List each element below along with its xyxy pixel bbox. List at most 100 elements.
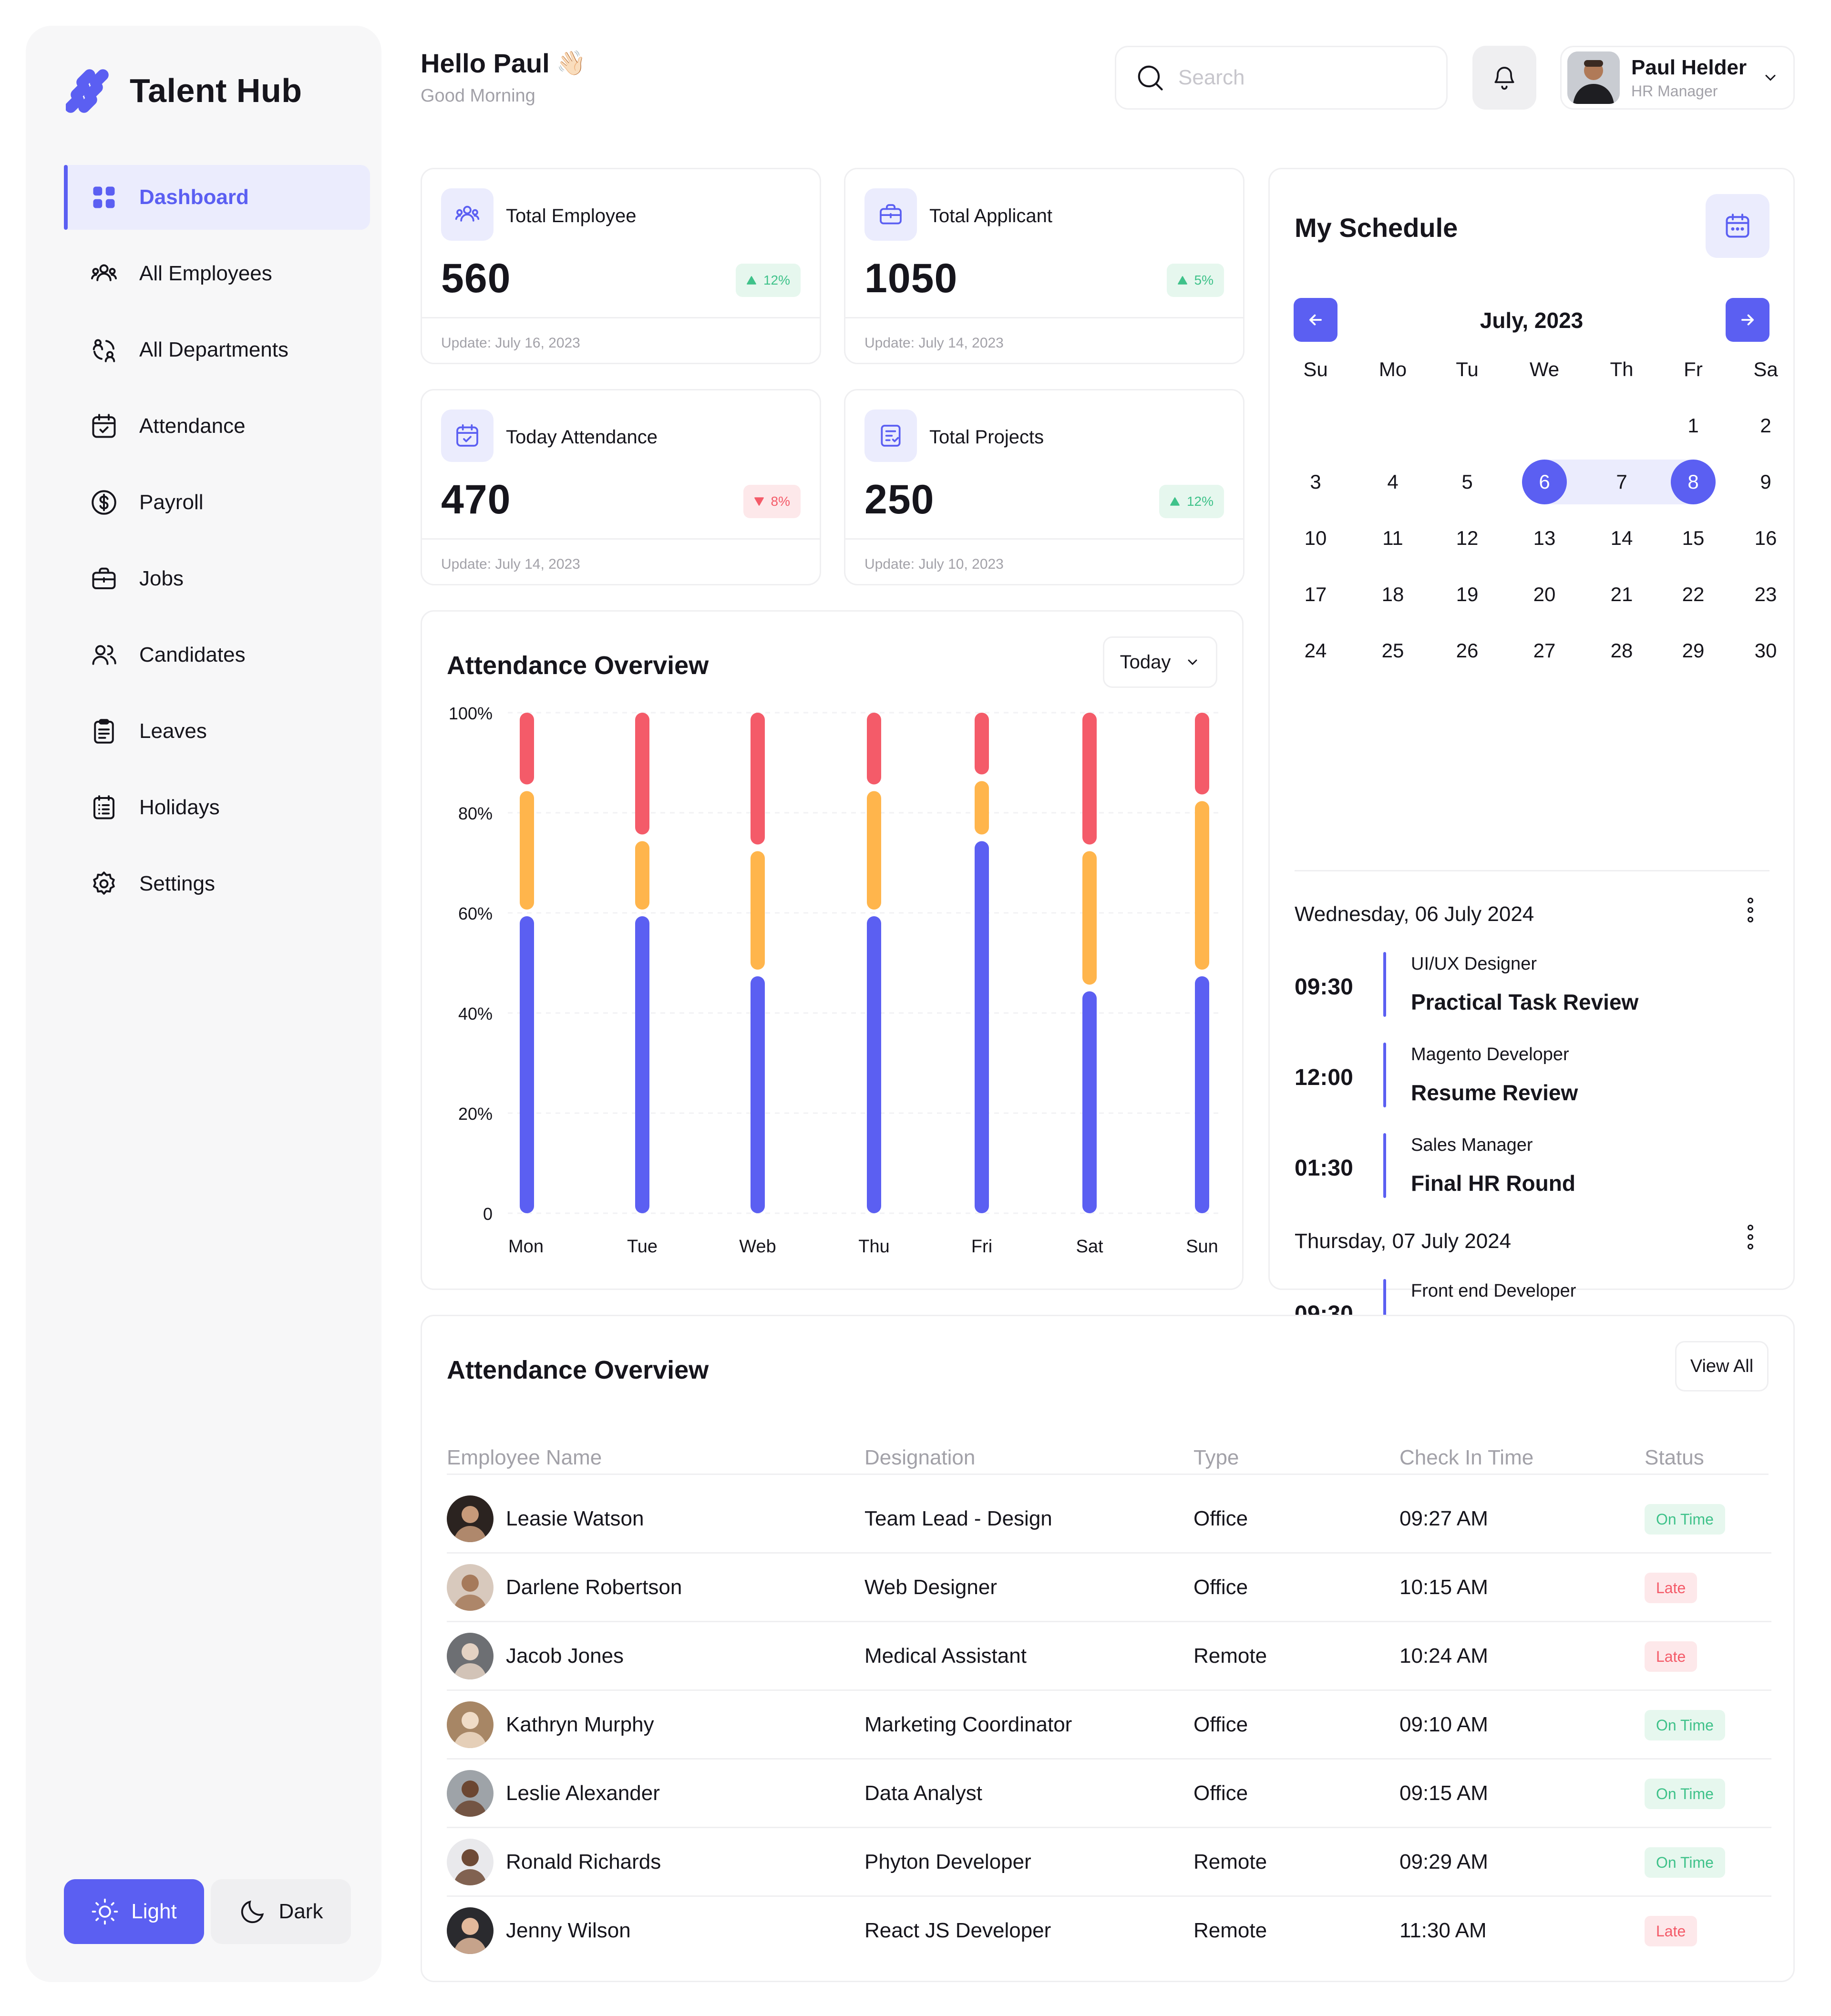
sidebar-item-jobs[interactable]: Jobs [64, 546, 370, 611]
calendar-day[interactable]: 28 [1610, 639, 1633, 662]
bar-thu-segment-2[interactable] [867, 713, 881, 785]
bar-tue-segment-0[interactable] [635, 916, 649, 1213]
table-row[interactable]: Jenny Wilson React JS Developer Remote 11:3… [447, 1897, 1771, 1965]
bar-web-segment-1[interactable] [751, 851, 765, 970]
table-row[interactable]: Ronald Richards Phyton Developer Remote 09:… [447, 1828, 1771, 1897]
calendar-day[interactable]: 24 [1304, 639, 1327, 662]
calendar-day[interactable]: 21 [1610, 583, 1633, 605]
sidebar-item-candidates[interactable]: Candidates [64, 623, 370, 687]
more-options-icon[interactable] [1746, 898, 1755, 922]
bar-fri-segment-0[interactable] [975, 841, 989, 1214]
sidebar-item-attendance[interactable]: Attendance [64, 394, 370, 459]
bar-sat-segment-0[interactable] [1082, 991, 1097, 1214]
dark-theme-button[interactable]: Dark [211, 1879, 351, 1944]
sidebar-item-payroll[interactable]: Payroll [64, 470, 370, 535]
bar-thu-segment-0[interactable] [867, 916, 881, 1213]
calendar-day[interactable]: 4 [1387, 471, 1399, 493]
bar-fri-segment-2[interactable] [975, 713, 989, 775]
view-all-button[interactable]: View All [1675, 1341, 1769, 1392]
brand[interactable]: Talent Hub [66, 66, 302, 115]
table-row[interactable]: Leslie Alexander Data Analyst Office 09:15 … [447, 1760, 1771, 1828]
chart-period-select[interactable]: Today [1103, 636, 1217, 688]
stat-card-total-employee[interactable]: Total Employee 560 12% Update: July 16, 202… [421, 168, 821, 364]
calendar-day[interactable]: 25 [1381, 639, 1404, 662]
calendar-day[interactable]: 17 [1304, 583, 1327, 605]
table-row[interactable]: Kathryn Murphy Marketing Coordinator Offic… [447, 1691, 1771, 1760]
calendar-day[interactable]: 12 [1456, 527, 1479, 549]
stat-card-today-attendance[interactable]: Today Attendance 470 8% Update: July 14, 20… [421, 389, 821, 585]
calendar-day[interactable]: 13 [1533, 527, 1556, 549]
sidebar-item-all-departments[interactable]: All Departments [64, 317, 370, 382]
calendar-day[interactable]: 1 [1687, 414, 1699, 437]
search-input[interactable] [1178, 66, 1436, 90]
calendar-day[interactable]: 6 [1539, 471, 1550, 493]
notifications-button[interactable] [1472, 46, 1536, 110]
status-badge: On Time [1645, 1779, 1725, 1809]
bar-mon-segment-0[interactable] [520, 916, 534, 1213]
calendar-day[interactable]: 7 [1616, 471, 1627, 493]
calendar-day[interactable]: 19 [1456, 583, 1479, 605]
bar-tue-segment-1[interactable] [635, 841, 649, 910]
sidebar-item-holidays[interactable]: Holidays [64, 775, 370, 840]
employee-name: Jenny Wilson [506, 1919, 631, 1942]
open-calendar-button[interactable] [1706, 194, 1769, 258]
calendar-day[interactable]: 26 [1456, 639, 1479, 662]
calendar-day[interactable]: 2 [1760, 414, 1771, 437]
bar-mon-segment-2[interactable] [520, 713, 534, 785]
calendar-day[interactable]: 15 [1682, 527, 1705, 549]
calendar-day[interactable]: 16 [1754, 527, 1777, 549]
schedule-event[interactable]: 01:30 Sales Manager Final HR Round [1295, 1133, 1771, 1200]
sidebar-nav: Dashboard All Employees All Departments Att… [64, 165, 370, 928]
table-header-type[interactable]: Type [1193, 1446, 1239, 1469]
calendar-day[interactable]: 27 [1533, 639, 1556, 662]
bar-fri-segment-1[interactable] [975, 781, 989, 835]
calendar-day[interactable]: 22 [1682, 583, 1705, 605]
calendar-day[interactable]: 5 [1461, 471, 1473, 493]
status-badge: On Time [1645, 1847, 1725, 1878]
stat-card-total-applicant[interactable]: Total Applicant 1050 5% Update: July 14, 20… [844, 168, 1245, 364]
schedule-event[interactable]: 09:30 UI/UX Designer Practical Task Review [1295, 952, 1771, 1019]
calendar-day[interactable]: 3 [1310, 471, 1321, 493]
next-month-button[interactable] [1726, 298, 1769, 342]
bar-sat-segment-1[interactable] [1082, 851, 1097, 985]
bar-web-segment-2[interactable] [751, 713, 765, 845]
sidebar-item-dashboard[interactable]: Dashboard [64, 165, 370, 230]
calendar-day[interactable]: 20 [1533, 583, 1556, 605]
previous-month-button[interactable] [1294, 298, 1337, 342]
bar-mon-segment-1[interactable] [520, 791, 534, 910]
calendar-day[interactable]: 10 [1304, 527, 1327, 549]
bar-sat-segment-2[interactable] [1082, 713, 1097, 845]
bar-tue-segment-2[interactable] [635, 713, 649, 835]
calendar-day[interactable]: 8 [1687, 471, 1699, 493]
calendar-day[interactable]: 18 [1381, 583, 1404, 605]
bar-thu-segment-1[interactable] [867, 791, 881, 910]
employee-avatar [447, 1839, 494, 1885]
bar-web-segment-0[interactable] [751, 976, 765, 1213]
stat-card-total-projects[interactable]: Total Projects 250 12% Update: July 10, 202… [844, 389, 1245, 585]
calendar-day[interactable]: 30 [1754, 639, 1777, 662]
table-row[interactable]: Leasie Watson Team Lead - Design Office 09:… [447, 1485, 1771, 1554]
calendar-day[interactable]: 11 [1382, 527, 1403, 549]
table-row[interactable]: Darlene Robertson Web Designer Office 10:15… [447, 1554, 1771, 1622]
bar-sun-segment-1[interactable] [1195, 801, 1209, 970]
calendar-day[interactable]: 23 [1754, 583, 1777, 605]
table-header-employee-name[interactable]: Employee Name [447, 1446, 602, 1469]
user-profile-menu[interactable]: Paul Helder HR Manager [1560, 46, 1795, 110]
table-header-status[interactable]: Status [1645, 1446, 1704, 1469]
calendar-day[interactable]: 14 [1610, 527, 1633, 549]
calendar-day[interactable]: 9 [1760, 471, 1771, 493]
table-header-designation[interactable]: Designation [864, 1446, 976, 1469]
sidebar-item-leaves[interactable]: Leaves [64, 699, 370, 764]
schedule-event[interactable]: 12:00 Magento Developer Resume Review [1295, 1043, 1771, 1109]
sidebar-item-settings[interactable]: Settings [64, 851, 370, 916]
bar-sun-segment-0[interactable] [1195, 976, 1209, 1213]
trend-up-icon [747, 276, 756, 285]
table-row[interactable]: Jacob Jones Medical Assistant Remote 10:24 … [447, 1622, 1771, 1691]
light-theme-button[interactable]: Light [64, 1879, 204, 1944]
calendar-day[interactable]: 29 [1682, 639, 1705, 662]
more-options-icon[interactable] [1746, 1225, 1755, 1249]
sidebar-item-all-employees[interactable]: All Employees [64, 241, 370, 306]
table-header-check-in-time[interactable]: Check In Time [1399, 1446, 1534, 1469]
employee-name: Kathryn Murphy [506, 1713, 654, 1736]
bar-sun-segment-2[interactable] [1195, 713, 1209, 795]
